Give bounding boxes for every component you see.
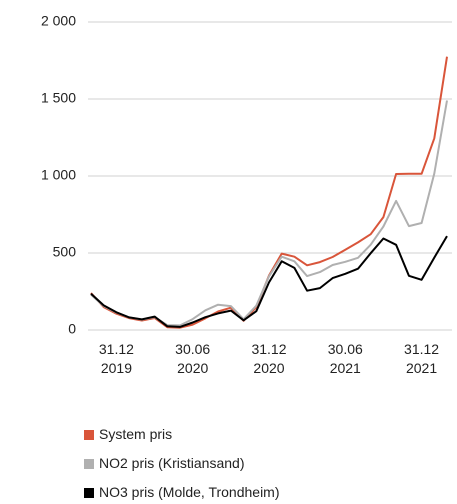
x-tick-label: 31.12 2019 xyxy=(98,341,134,376)
series-line xyxy=(90,100,448,327)
y-tick-label: 0 xyxy=(68,321,76,337)
y-tick-label: 1 500 xyxy=(41,90,76,106)
legend-swatch xyxy=(84,430,94,440)
series-line xyxy=(90,56,448,329)
legend-item: System pris xyxy=(84,426,172,442)
legend-label: NO2 pris (Kristiansand) xyxy=(99,455,245,471)
y-tick-label: 1 000 xyxy=(41,167,76,183)
x-tick-label: 31.12 2021 xyxy=(404,341,440,376)
legend-label: NO3 pris (Molde, Trondheim) xyxy=(99,484,280,500)
legend-label: System pris xyxy=(99,426,173,442)
x-tick-label: 31.12 2020 xyxy=(251,341,287,376)
x-tick-label: 30.06 2020 xyxy=(175,341,211,376)
y-tick-label: 2 000 xyxy=(41,13,76,29)
series-line xyxy=(90,235,448,328)
legend-swatch xyxy=(84,459,94,469)
legend-item: NO3 pris (Molde, Trondheim) xyxy=(84,484,280,500)
legend-item: NO2 pris (Kristiansand) xyxy=(84,455,245,471)
legend-swatch xyxy=(84,488,94,498)
y-tick-label: 500 xyxy=(53,244,77,260)
x-tick-label: 30.06 2021 xyxy=(327,341,363,376)
